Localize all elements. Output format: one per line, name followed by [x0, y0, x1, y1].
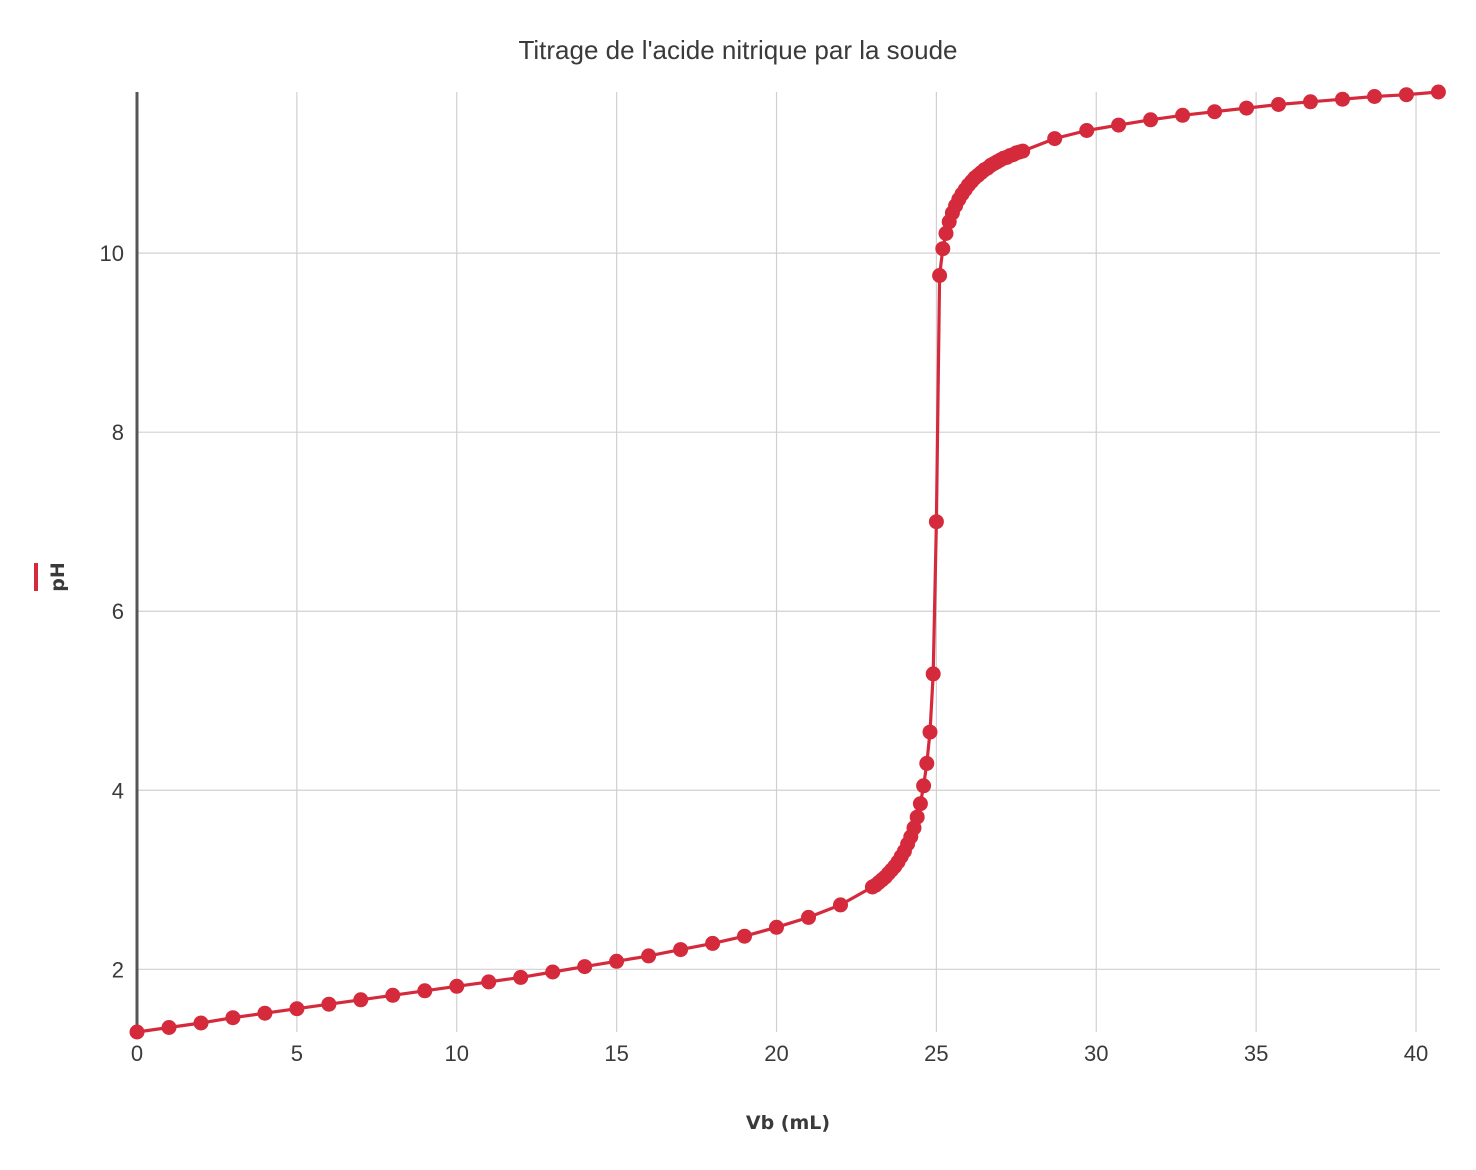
data-point — [513, 969, 529, 985]
data-point — [1079, 123, 1095, 138]
y-axis-title: pH — [47, 562, 69, 592]
data-point — [737, 928, 752, 944]
x-tick-label: 25 — [924, 1041, 948, 1066]
y-tick-label: 6 — [112, 599, 124, 624]
data-point — [1398, 87, 1414, 103]
data-point — [919, 755, 935, 771]
data-point — [545, 964, 561, 980]
data-point — [1271, 97, 1286, 112]
data-point — [909, 809, 925, 825]
y-tick-labels: 2 4 6 8 10 — [100, 241, 124, 982]
data-point — [833, 897, 848, 913]
x-tick-label: 15 — [604, 1041, 628, 1066]
data-point — [705, 935, 721, 951]
y-tick-label: 8 — [112, 420, 124, 445]
data-point — [1367, 89, 1382, 104]
series-ph — [129, 84, 1446, 1040]
data-point — [925, 666, 941, 682]
data-point — [1175, 107, 1191, 123]
data-point — [1111, 117, 1127, 133]
data-point — [129, 1024, 145, 1040]
y-tick-label: 2 — [112, 957, 124, 982]
data-point — [353, 992, 369, 1008]
y-axis-legend-swatch — [34, 563, 38, 591]
data-point — [1303, 94, 1318, 110]
data-point — [673, 942, 689, 958]
data-point — [912, 796, 928, 812]
data-point — [385, 987, 401, 1003]
data-point — [289, 1001, 305, 1017]
data-point — [1430, 84, 1446, 100]
data-point — [1015, 143, 1031, 159]
data-point — [193, 1015, 209, 1031]
x-tick-label: 35 — [1244, 1041, 1268, 1066]
data-point — [225, 1010, 241, 1026]
data-point — [1047, 131, 1063, 147]
data-point — [1207, 104, 1223, 120]
data-point — [641, 948, 657, 964]
data-point — [928, 514, 944, 530]
data-point — [769, 919, 784, 935]
data-point — [481, 974, 497, 990]
data-point — [609, 953, 625, 969]
data-point — [1335, 91, 1350, 107]
data-point — [417, 983, 433, 999]
data-point — [932, 268, 948, 283]
x-tick-label: 30 — [1084, 1041, 1108, 1066]
x-tick-label: 0 — [131, 1041, 143, 1066]
series-line — [136, 90, 1439, 1034]
data-point — [1239, 100, 1254, 116]
data-point — [321, 996, 337, 1012]
data-point — [577, 959, 593, 975]
data-point — [916, 778, 932, 794]
y-tick-label: 10 — [100, 241, 124, 266]
chart-title: Titrage de l'acide nitrique par la soude — [518, 35, 957, 65]
data-point — [1143, 112, 1159, 128]
x-tick-labels: 0 5 10 15 20 25 30 35 40 — [131, 1041, 1428, 1066]
x-tick-label: 10 — [445, 1041, 469, 1066]
data-point — [801, 909, 816, 925]
data-point — [938, 225, 954, 241]
grid — [137, 92, 1440, 1032]
data-point — [922, 724, 938, 740]
x-tick-label: 20 — [764, 1041, 788, 1066]
data-points — [129, 84, 1446, 1040]
x-axis-title: Vb (mL) — [746, 1112, 830, 1134]
data-point — [935, 241, 951, 257]
x-tick-label: 5 — [291, 1041, 303, 1066]
data-point — [449, 978, 465, 994]
data-point — [161, 1020, 177, 1035]
y-tick-label: 4 — [112, 778, 124, 803]
data-point — [257, 1005, 273, 1021]
x-tick-label: 40 — [1404, 1041, 1428, 1066]
